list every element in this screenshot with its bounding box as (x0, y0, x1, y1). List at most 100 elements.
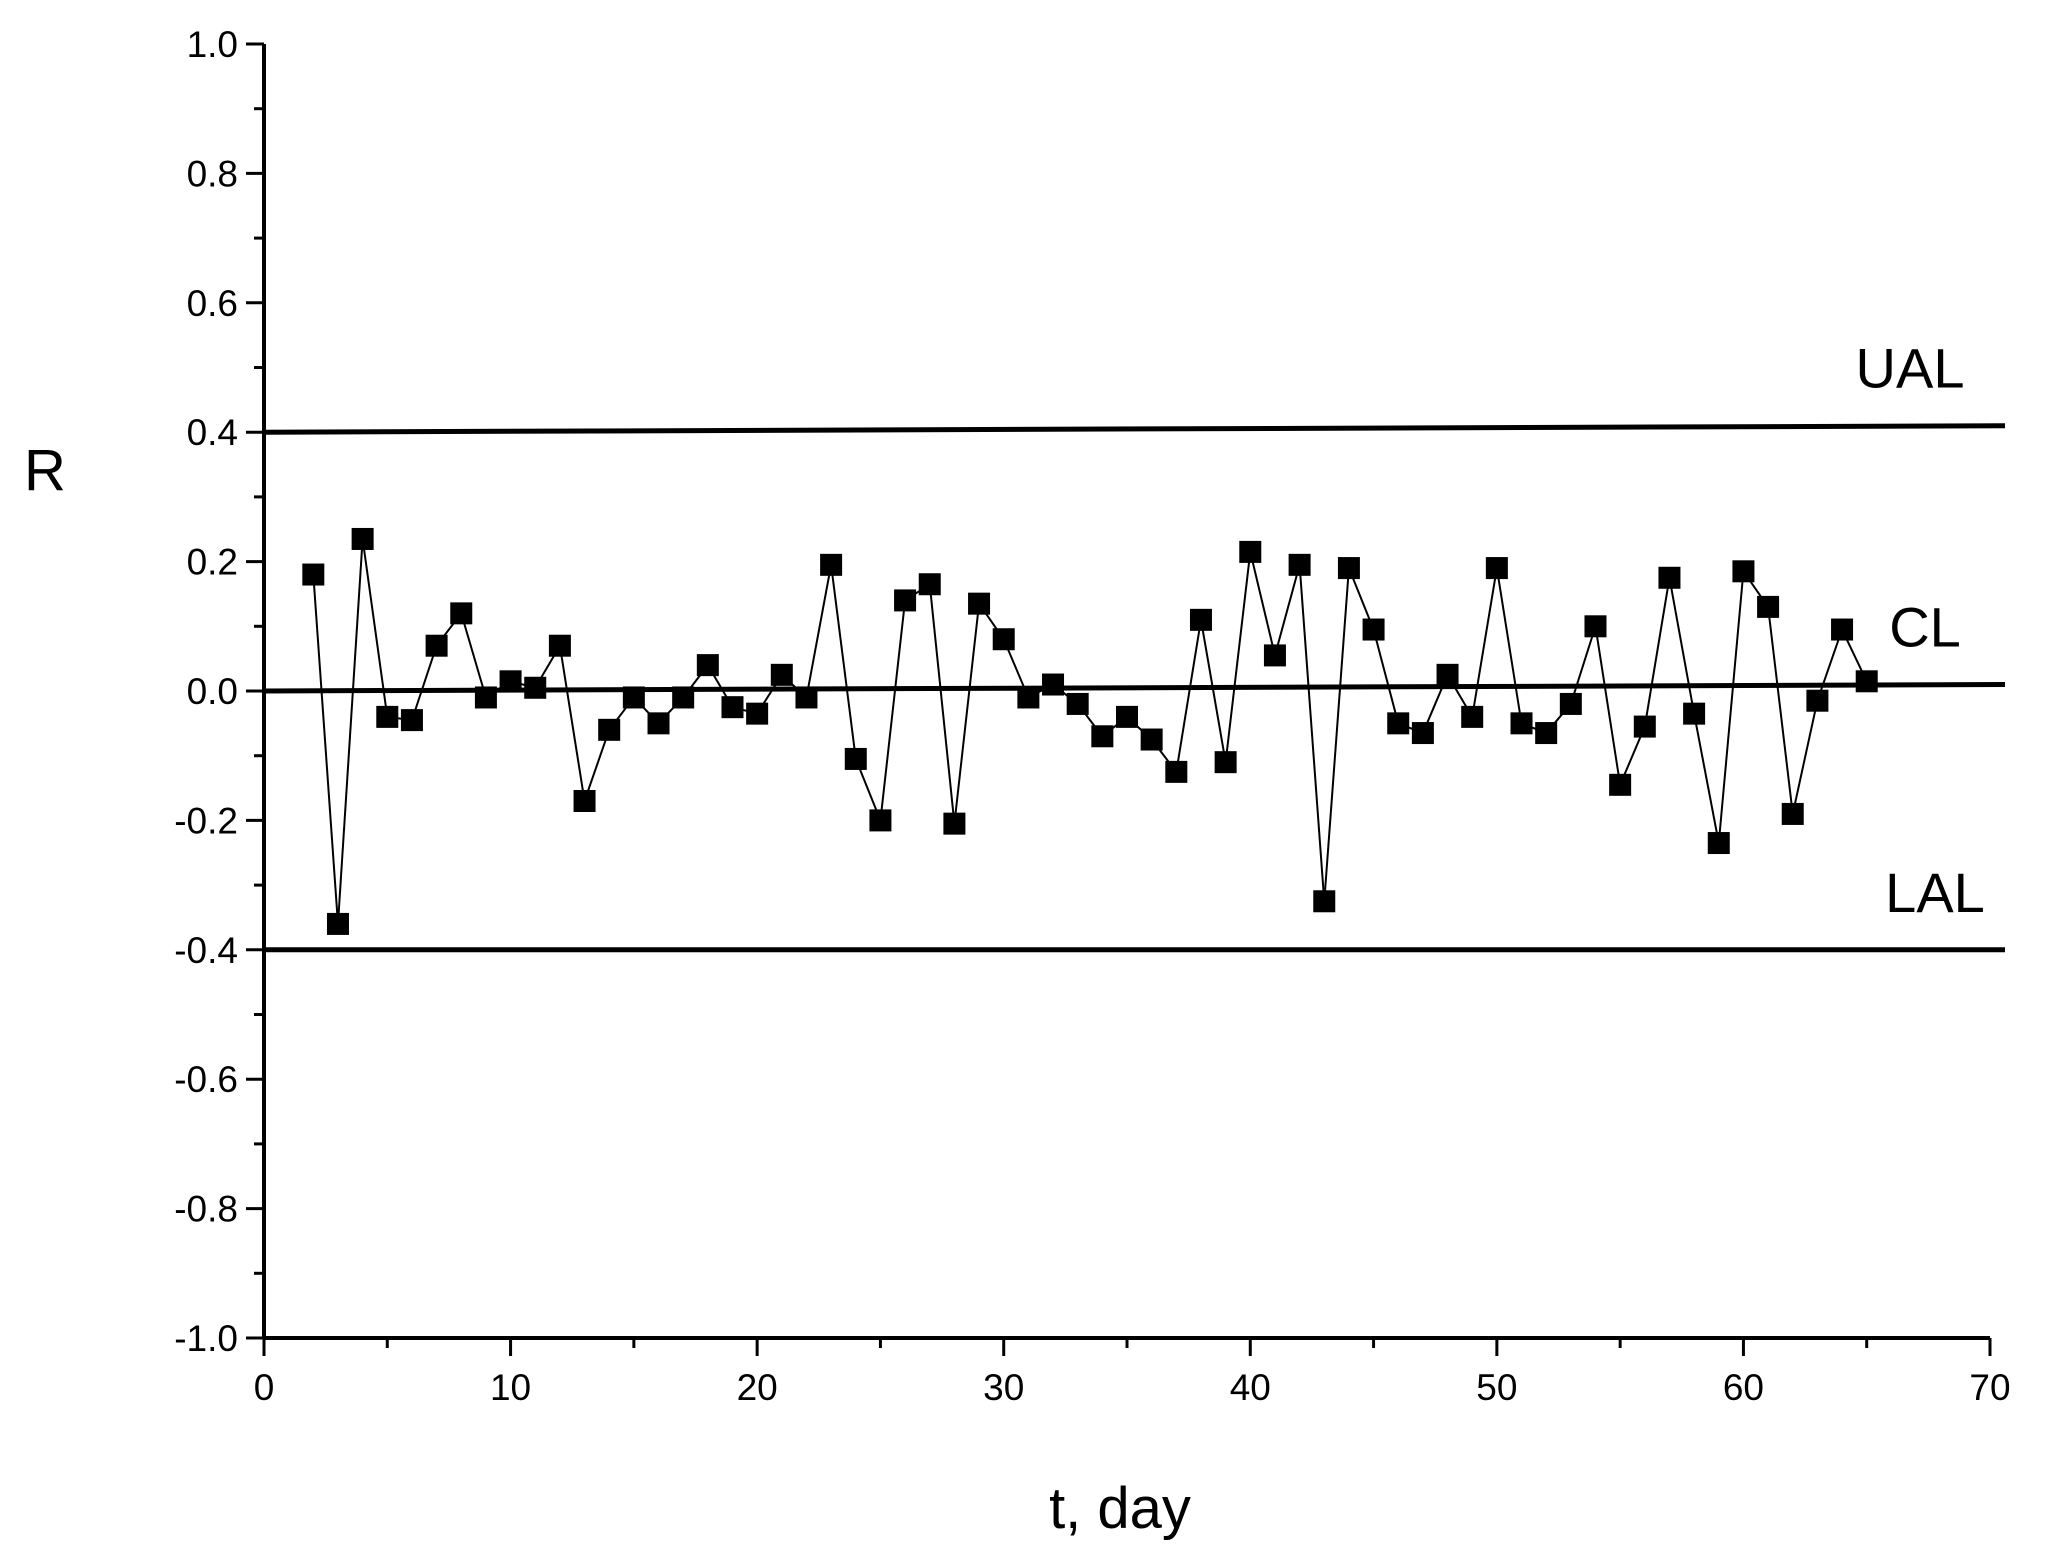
y-tick-label: 0.0 (187, 671, 238, 712)
data-point (1535, 722, 1558, 745)
data-point (918, 573, 941, 596)
series-segment (410, 645, 438, 721)
data-point (326, 912, 349, 935)
data-point (376, 705, 399, 728)
data-point (598, 718, 621, 741)
y-tick-label: 0.6 (187, 283, 238, 324)
series-segment (805, 564, 833, 698)
x-tick-label: 10 (490, 1367, 531, 1408)
data-point (1411, 722, 1434, 745)
y-tick-label: 1.0 (187, 24, 238, 65)
data-point (1609, 773, 1632, 796)
series-segment (928, 584, 956, 824)
data-point (1658, 566, 1681, 589)
series-segment (1668, 577, 1696, 714)
series-segment (1693, 713, 1720, 844)
data-point (548, 634, 571, 657)
series-segment (460, 613, 487, 698)
x-tick-label: 70 (1969, 1367, 2010, 1408)
x-tick-label: 0 (254, 1367, 275, 1408)
data-point (795, 686, 818, 709)
data-point (1559, 692, 1582, 715)
y-tick-label: -0.4 (174, 930, 238, 971)
data-point (894, 589, 917, 612)
series-segment (1249, 551, 1276, 656)
data-point (1633, 715, 1656, 738)
data-point (770, 663, 793, 686)
data-point (1781, 802, 1804, 825)
series-segment (1224, 551, 1252, 763)
series-segment (1569, 625, 1597, 705)
data-point (943, 812, 966, 835)
data-point (820, 553, 843, 576)
series-segment (1643, 577, 1671, 727)
x-tick-label: 60 (1723, 1367, 1764, 1408)
data-point (425, 634, 448, 657)
data-point (1831, 618, 1854, 641)
data-point (573, 789, 596, 812)
data-point (1017, 686, 1040, 709)
data-point (474, 686, 497, 709)
y-tick-label: -0.8 (174, 1189, 238, 1230)
data-point (1732, 560, 1755, 583)
reference-line-cl (263, 682, 2006, 694)
data-point (1288, 553, 1311, 576)
data-point (1707, 832, 1730, 855)
data-point (302, 563, 325, 586)
data-point (844, 747, 867, 770)
data-point (1116, 705, 1138, 728)
x-ticks: 0 10 20 30 40 50 60 70 (254, 1338, 2011, 1408)
data-point (1362, 618, 1385, 641)
series-segment (1323, 567, 1350, 902)
data-point (1387, 712, 1410, 735)
data-point (1806, 689, 1829, 712)
reference-label-cl: CL (1889, 596, 1961, 659)
series-segment (1471, 567, 1498, 718)
data-point (1584, 615, 1607, 638)
data-point (1855, 670, 1878, 693)
data-point (1042, 673, 1065, 696)
data-point (1757, 595, 1780, 618)
data-point (1683, 702, 1706, 725)
y-tick-label: 0.4 (187, 412, 238, 453)
data-point (450, 602, 473, 625)
data-point (696, 654, 719, 677)
data-point (1066, 692, 1089, 715)
data-point (672, 686, 695, 709)
series-segment (361, 538, 389, 718)
data-point (622, 686, 645, 709)
series-segment (1372, 629, 1400, 724)
series-segment (558, 645, 586, 802)
data-point (1461, 705, 1484, 728)
x-axis-title: t, day (1049, 1476, 1191, 1541)
data-point (1436, 663, 1459, 686)
y-tick-label: 0.2 (187, 542, 238, 583)
data-point (647, 712, 670, 735)
reference-lines: UAL CL LAL (263, 337, 2006, 953)
series-segment (1791, 700, 1819, 815)
series-segment (830, 564, 857, 760)
data-point (1485, 557, 1508, 580)
series-segment (1199, 619, 1227, 763)
data-point (992, 628, 1015, 651)
data-point (1189, 608, 1212, 631)
data-point (1337, 557, 1360, 580)
data-point (1140, 728, 1163, 751)
reference-label-ual: UAL (1856, 337, 1965, 400)
data-point (1165, 760, 1188, 783)
data-point (400, 709, 423, 732)
series-segment (312, 574, 339, 924)
series-segment (336, 538, 364, 924)
data-point (1263, 644, 1286, 667)
y-tick-label: -0.2 (174, 800, 238, 841)
series-segment (1298, 564, 1326, 902)
x-tick-label: 50 (1476, 1367, 1517, 1408)
x-tick-label: 20 (737, 1367, 778, 1408)
data-point (1313, 890, 1336, 913)
x-tick-label: 40 (1230, 1367, 1271, 1408)
series-segment (1594, 626, 1622, 785)
reference-line-ual (263, 423, 2006, 435)
data-point (1510, 712, 1533, 735)
data-point (1091, 725, 1114, 748)
